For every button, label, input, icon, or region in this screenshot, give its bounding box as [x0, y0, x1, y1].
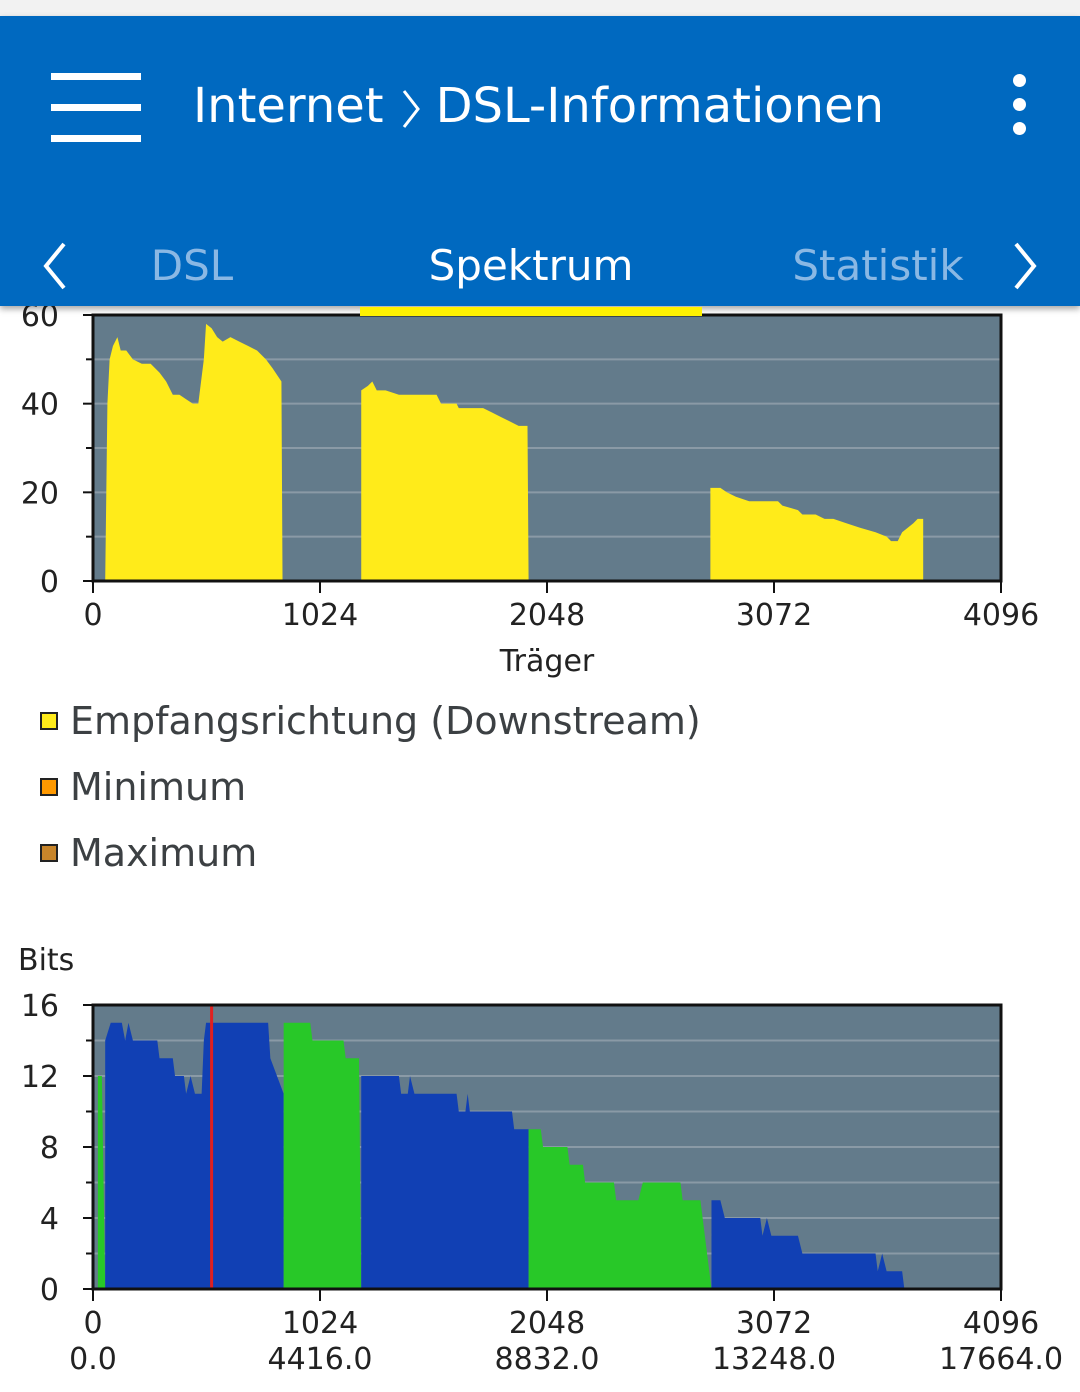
spectrum-x-tick-label: 4096: [963, 598, 1039, 633]
bits-series-area: [711, 1200, 905, 1289]
tab-scroll-left-icon[interactable]: [30, 228, 80, 304]
legend-label-downstream: Empfangsrichtung (Downstream): [70, 699, 701, 743]
bits-x-secondary-tick-label: 13248.0: [712, 1342, 836, 1377]
legend-swatch-minimum: [40, 777, 58, 796]
bits-x-tick-label: 2048: [509, 1306, 585, 1341]
spectrum-series-area: [361, 381, 529, 581]
hamburger-menu-icon[interactable]: [40, 66, 152, 146]
spectrum-x-axis-label: Träger: [499, 644, 595, 679]
legend-item-downstream: Empfangsrichtung (Downstream): [40, 696, 701, 746]
bits-series-area: [283, 1022, 362, 1289]
status-bar-strip: [0, 0, 1080, 16]
bits-y-axis-label: Bits: [18, 943, 74, 978]
app-bar: Internet DSL-Informationen DSL Spektrum S…: [0, 16, 1080, 316]
chevron-right-icon: [402, 90, 420, 128]
breadcrumb-root[interactable]: Internet: [193, 78, 384, 134]
bits-y-tick-label: 8: [40, 1131, 59, 1166]
bits-x-tick-label: 1024: [282, 1306, 358, 1341]
bits-x-secondary-tick-label: 0.0: [69, 1342, 117, 1377]
spectrum-y-tick-label: 0: [40, 565, 59, 600]
bits-x-secondary-tick-label: 8832.0: [495, 1342, 600, 1377]
tab-statistik[interactable]: Statistik: [792, 241, 964, 290]
legend-swatch-downstream: [40, 711, 58, 730]
spectrum-x-tick-label: 2048: [509, 598, 585, 633]
bits-series-area: [97, 1076, 106, 1289]
legend-swatch-maximum: [40, 843, 58, 862]
legend-label-maximum: Maximum: [70, 831, 258, 875]
tab-dsl[interactable]: DSL: [150, 241, 234, 290]
bits-x-secondary-tick-label: 17664.0: [939, 1342, 1063, 1377]
page-title: DSL-Informationen: [435, 78, 885, 134]
bits-x-tick-label: 0: [83, 1306, 102, 1341]
more-vert-icon[interactable]: [994, 74, 1046, 138]
bits-series-area: [105, 1022, 284, 1289]
spectrum-series-area: [710, 487, 924, 581]
bits-y-tick-label: 12: [21, 1060, 59, 1095]
bits-y-tick-label: 4: [40, 1202, 59, 1237]
bits-series-area: [528, 1129, 712, 1289]
bits-y-tick-label: 16: [21, 989, 59, 1024]
spectrum-x-tick-label: 3072: [736, 598, 812, 633]
spectrum-y-tick-label: 40: [21, 388, 59, 423]
spectrum-x-tick-label: 0: [83, 598, 102, 633]
bits-x-tick-label: 4096: [963, 1306, 1039, 1341]
spectrum-y-tick-label: 20: [21, 476, 59, 511]
bits-series-area: [361, 1076, 529, 1289]
bits-chart: 048121600.010244416.020488832.0307213248…: [18, 943, 1063, 1377]
breadcrumb: Internet DSL-Informationen: [193, 74, 884, 138]
spectrum-series-area: [105, 323, 283, 581]
bits-x-secondary-tick-label: 4416.0: [268, 1342, 373, 1377]
bits-y-tick-label: 0: [40, 1273, 59, 1308]
active-tab-indicator: [360, 307, 702, 316]
spectrum-x-tick-label: 1024: [282, 598, 358, 633]
tab-spektrum[interactable]: Spektrum: [428, 241, 634, 290]
tab-scroll-right-icon[interactable]: [1000, 228, 1050, 304]
legend-item-minimum: Minimum: [40, 762, 246, 812]
legend-label-minimum: Minimum: [70, 765, 247, 809]
legend-item-maximum: Maximum: [40, 828, 257, 878]
bits-x-tick-label: 3072: [736, 1306, 812, 1341]
